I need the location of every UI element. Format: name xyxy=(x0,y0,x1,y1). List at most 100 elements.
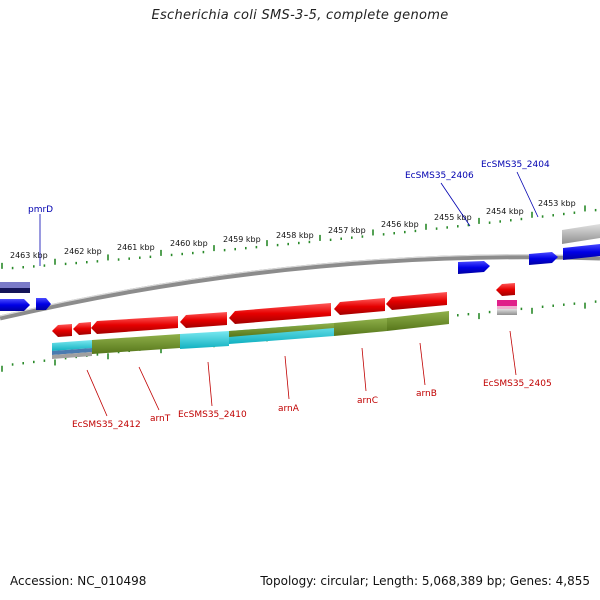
minor-tick xyxy=(33,360,35,364)
minor-tick xyxy=(202,250,205,254)
minor-tick xyxy=(467,223,470,227)
accession-text: Accession: NC_010498 xyxy=(10,574,147,588)
genome-backbone xyxy=(0,254,600,321)
minor-tick xyxy=(43,264,46,267)
genome-summary: Topology: circular; Length: 5,068,389 bp… xyxy=(260,574,590,588)
minor-tick xyxy=(563,212,565,216)
gene-arrow xyxy=(563,244,600,260)
major-tick xyxy=(54,258,56,265)
gene-label-forward: EcSMS35_2406 xyxy=(405,171,474,181)
tick-label: 2463 kbp xyxy=(10,251,48,260)
major-tick xyxy=(1,262,3,269)
outer-tick-ring xyxy=(1,205,597,270)
minor-tick xyxy=(457,225,459,228)
minor-tick xyxy=(382,233,385,236)
minor-tick xyxy=(96,260,99,263)
reverse-blocks xyxy=(52,300,517,359)
feature-block xyxy=(52,348,92,355)
major-tick xyxy=(425,223,427,230)
tick-label: 2453 kbp xyxy=(538,199,576,208)
minor-tick xyxy=(287,242,289,246)
major-tick xyxy=(531,307,533,314)
minor-tick xyxy=(181,252,183,256)
minor-tick xyxy=(223,248,226,252)
forward-label-lines xyxy=(39,171,539,266)
reverse-label-lines xyxy=(86,330,517,417)
minor-tick xyxy=(541,215,544,218)
tick-label: 2458 kbp xyxy=(276,231,314,240)
minor-tick xyxy=(245,246,247,250)
major-tick xyxy=(54,359,56,366)
minor-tick xyxy=(75,261,77,265)
feature-block xyxy=(334,318,387,336)
feature-block xyxy=(52,352,92,359)
feature-block xyxy=(229,323,334,337)
gene-arrow xyxy=(91,316,178,334)
feature-block xyxy=(92,334,180,354)
minor-tick xyxy=(520,217,523,221)
minor-tick xyxy=(573,211,576,214)
gene-arrow xyxy=(334,298,385,315)
minor-tick xyxy=(404,230,406,234)
minor-tick xyxy=(128,257,130,260)
gene-label-forward: pmrD xyxy=(28,205,53,215)
gene-arrow xyxy=(529,252,558,265)
major-tick xyxy=(107,353,109,360)
gene-arrow xyxy=(0,299,30,311)
minor-tick xyxy=(351,236,353,239)
feature-block xyxy=(497,309,517,315)
major-tick xyxy=(478,313,480,320)
minor-tick xyxy=(488,221,491,224)
gene-label-reverse: EcSMS35_2410 xyxy=(178,410,247,420)
gene-arrow xyxy=(229,303,331,324)
minor-tick xyxy=(255,245,258,249)
gene-arrow xyxy=(386,292,447,310)
gene-arrow xyxy=(73,322,91,335)
feature-block xyxy=(497,306,517,309)
gene-arrow xyxy=(180,312,227,328)
reverse-strand-genes xyxy=(52,283,515,337)
minor-tick xyxy=(22,266,24,269)
gene-label-forward: EcSMS35_2404 xyxy=(481,160,550,170)
minor-tick xyxy=(43,359,46,362)
feature-block xyxy=(0,282,30,288)
minor-tick xyxy=(552,304,554,307)
feature-block xyxy=(387,311,449,331)
minor-tick xyxy=(96,353,99,356)
minor-tick xyxy=(276,243,279,247)
minor-tick xyxy=(170,253,173,257)
forward-strand-genes xyxy=(0,244,600,311)
minor-tick xyxy=(11,266,14,270)
feature-block xyxy=(497,300,517,306)
gene-label-reverse: EcSMS35_2405 xyxy=(483,379,552,389)
minor-tick xyxy=(11,363,14,366)
minor-tick xyxy=(340,237,342,240)
tick-label: 2454 kbp xyxy=(486,207,524,216)
map-title: Escherichia coli SMS-3-5, complete genom… xyxy=(151,8,449,23)
minor-tick xyxy=(520,307,523,311)
tick-label: 2460 kbp xyxy=(170,239,208,248)
major-tick xyxy=(584,302,586,309)
minor-tick xyxy=(499,220,501,223)
reverse-gene-labels: EcSMS35_2412 arnT EcSMS35_2410 arnA arnC… xyxy=(72,379,552,430)
minor-tick xyxy=(139,256,141,259)
minor-tick xyxy=(361,235,364,238)
minor-tick xyxy=(488,310,491,314)
minor-tick xyxy=(446,226,448,229)
minor-tick xyxy=(234,247,236,251)
minor-tick xyxy=(192,251,194,255)
tick-label: 2459 kbp xyxy=(223,235,261,244)
minor-tick xyxy=(33,265,35,268)
minor-tick xyxy=(149,255,152,259)
minor-tick xyxy=(594,300,597,303)
minor-tick xyxy=(414,229,417,233)
major-tick xyxy=(531,211,533,218)
minor-tick xyxy=(467,312,470,316)
minor-tick xyxy=(510,219,512,222)
major-tick xyxy=(213,245,215,252)
minor-tick xyxy=(298,241,300,245)
gene-label-reverse: arnC xyxy=(357,396,378,406)
major-tick xyxy=(372,229,374,236)
gene-arrow xyxy=(52,324,72,337)
minor-tick xyxy=(573,302,576,305)
